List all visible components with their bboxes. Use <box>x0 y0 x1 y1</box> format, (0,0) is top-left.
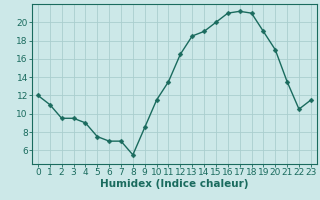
X-axis label: Humidex (Indice chaleur): Humidex (Indice chaleur) <box>100 179 249 189</box>
